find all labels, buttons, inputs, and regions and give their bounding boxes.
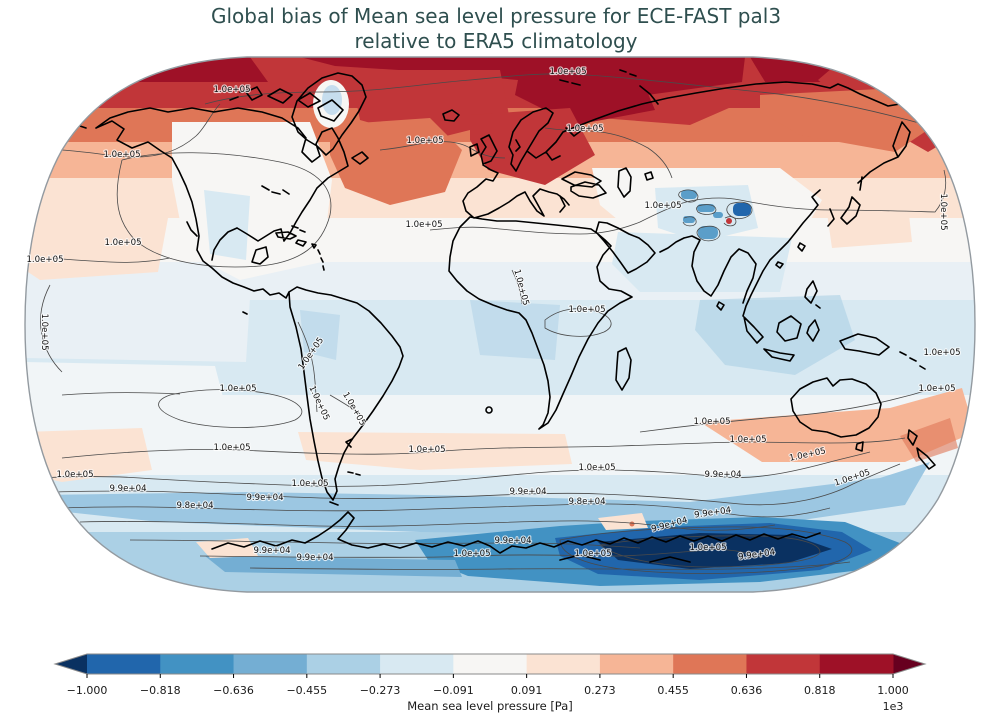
- figure-title: Global bias of Mean sea level pressure f…: [0, 4, 992, 54]
- contour-label: 1.0e+05: [578, 463, 615, 473]
- colorbar-tick-label: 0.636: [731, 684, 763, 697]
- colorbar-segment: [526, 654, 601, 674]
- title-line-2: relative to ERA5 climatology: [354, 29, 638, 53]
- contour-label: 1.0e+05: [729, 435, 766, 445]
- colorbar-extend-min: [55, 654, 87, 674]
- colorbar-tick-label: −0.636: [213, 684, 254, 697]
- contour-label: 1.0e+05: [923, 348, 960, 358]
- filled-contours: [25, 57, 975, 592]
- contour-label: 9.9e+04: [246, 493, 283, 503]
- contour-label: 1.0e+05: [408, 445, 445, 455]
- colorbar-segment: [673, 654, 747, 674]
- contour-label: 9.8e+04: [176, 501, 213, 511]
- title-line-1: Global bias of Mean sea level pressure f…: [210, 4, 782, 28]
- map-outline: [24, 56, 976, 593]
- contour-label: 1.0e+05: [549, 67, 586, 77]
- contour-label: 1.0e+05: [213, 85, 250, 95]
- contour-label: 1.0e+05: [644, 201, 681, 211]
- contour-label: 9.9e+04: [253, 546, 290, 556]
- contour-label: 1.0e+05: [568, 305, 605, 315]
- colorbar-tick-label: −0.818: [140, 684, 181, 697]
- contour-label: 1.0e+05: [213, 443, 250, 453]
- contour-label: 1.0e+05: [406, 136, 443, 146]
- colorbar-segment: [233, 654, 308, 674]
- colorbar-segment: [746, 654, 821, 674]
- contour-label: 1.0e+05: [938, 193, 948, 230]
- contour-label: 1.0e+05: [574, 549, 611, 559]
- contour-label: 1.0e+05: [103, 150, 140, 160]
- colorbar-body: −1.000 −0.818 −0.636 −0.455 −0.273 −0.091 0.09…: [53, 653, 927, 697]
- colorbar-tick-label: 0.273: [584, 684, 616, 697]
- contour-label: 1.0e+05: [689, 543, 726, 553]
- colorbar-segment: [599, 654, 674, 674]
- colorbar-segment: [819, 654, 894, 674]
- colorbar-tick-label: 0.091: [511, 684, 543, 697]
- colorbar: −1.000 −0.818 −0.636 −0.455 −0.273 −0.091 0.09…: [53, 653, 927, 713]
- contour-label: 9.9e+04: [509, 487, 546, 497]
- colorbar-extend-max: [893, 654, 925, 674]
- colorbar-segment: [306, 654, 381, 674]
- colorbar-segment: [380, 654, 454, 674]
- colorbar-tick-label: −1.000: [67, 684, 108, 697]
- contour-label: 1.0e+05: [39, 313, 49, 350]
- contour-label: 1.0e+05: [291, 479, 328, 489]
- contour-label: 1.0e+05: [26, 255, 63, 265]
- contour-label: 9.9e+04: [296, 553, 333, 563]
- contour-label: 1.0e+05: [453, 549, 490, 559]
- colorbar-axis-label: Mean sea level pressure [Pa]: [407, 699, 573, 713]
- colorbar-offset-text: 1e3: [883, 700, 904, 713]
- contour-label: 1.0e+05: [104, 238, 141, 248]
- contour-label: 1.0e+05: [693, 417, 730, 427]
- colorbar-segment: [87, 654, 161, 674]
- contour-label: 9.9e+04: [109, 484, 146, 494]
- contour-label: 1.0e+05: [405, 220, 442, 230]
- contour-label: 1.0e+05: [918, 384, 955, 394]
- contour-label: 9.8e+04: [568, 497, 605, 507]
- contour-label: 1.0e+05: [56, 470, 93, 480]
- colorbar-tick-label: −0.273: [360, 684, 401, 697]
- colorbar-segment: [453, 654, 528, 674]
- colorbar-tick-label: −0.455: [286, 684, 327, 697]
- world-map: 1.0e+05 1.0e+05 1.0e+05 1.0e+05 1.0e+05 1.0e+…: [24, 56, 976, 593]
- contour-label: 9.9e+04: [704, 470, 741, 480]
- contour-label: 1.0e+05: [566, 124, 603, 134]
- colorbar-tick-label: −0.091: [433, 684, 474, 697]
- contour-label: 9.9e+04: [494, 536, 531, 546]
- colorbar-tick-label: 0.818: [804, 684, 836, 697]
- contour-label: 1.0e+05: [219, 384, 256, 394]
- colorbar-tick-label: 1.000: [877, 684, 909, 697]
- colorbar-segment: [160, 654, 235, 674]
- colorbar-tick-label: 0.455: [657, 684, 689, 697]
